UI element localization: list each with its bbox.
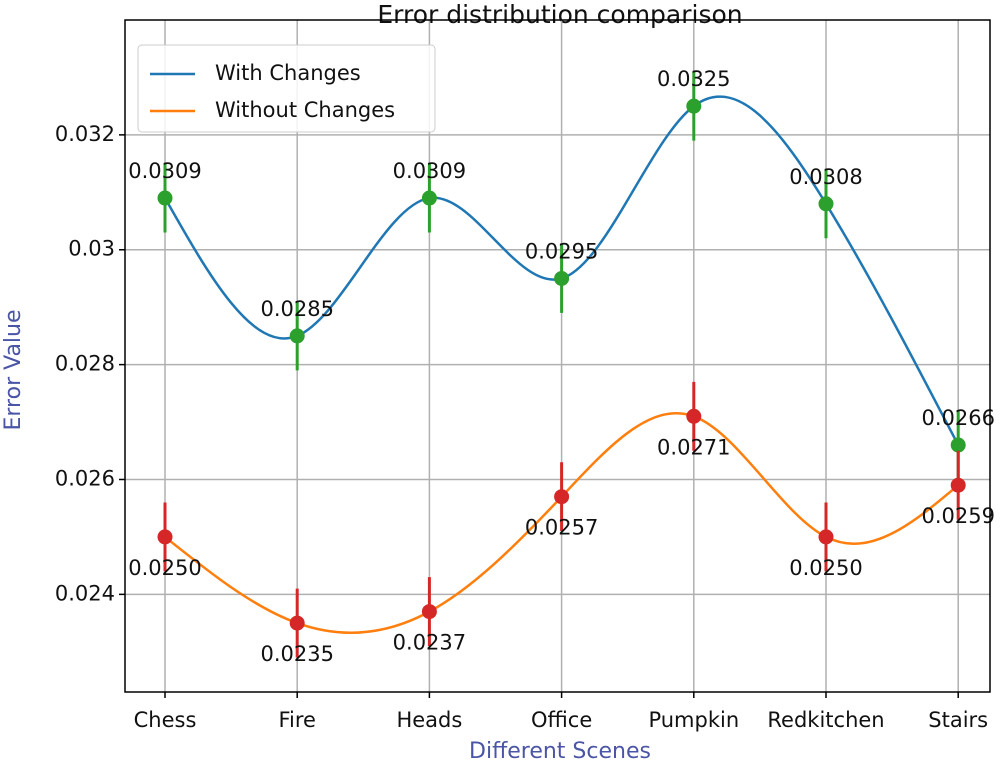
- chart-title: Error distribution comparison: [377, 0, 742, 29]
- marker: [950, 477, 966, 493]
- x-tick-label: Office: [531, 708, 592, 732]
- x-axis-label: Different Scenes: [469, 739, 651, 764]
- legend-label: With Changes: [215, 61, 361, 85]
- data-label: 0.0325: [657, 67, 730, 91]
- data-label: 0.0295: [525, 239, 598, 263]
- marker: [818, 196, 834, 212]
- marker: [421, 604, 437, 620]
- marker: [157, 529, 173, 545]
- marker: [157, 190, 173, 206]
- y-tick-label: 0.026: [55, 466, 115, 490]
- data-label: 0.0285: [260, 297, 333, 321]
- data-label: 0.0271: [657, 435, 730, 459]
- legend-box: [137, 44, 436, 133]
- data-label: 0.0257: [525, 516, 598, 540]
- marker: [950, 437, 966, 453]
- data-label: 0.0266: [921, 406, 994, 430]
- y-axis-label: Error Value: [1, 309, 26, 430]
- marker: [686, 408, 702, 424]
- marker: [554, 489, 570, 505]
- x-tick-label: Redkitchen: [767, 708, 884, 732]
- data-label: 0.0309: [128, 159, 201, 183]
- marker: [554, 270, 570, 286]
- plot-frame: [124, 19, 991, 693]
- marker: [421, 190, 437, 206]
- y-tick-label: 0.032: [55, 122, 115, 146]
- x-tick-label: Fire: [278, 708, 315, 732]
- data-label: 0.0308: [789, 165, 862, 189]
- marker: [289, 615, 305, 631]
- marker: [289, 328, 305, 344]
- y-tick-label: 0.028: [55, 352, 115, 376]
- legend-label: Without Changes: [215, 98, 395, 122]
- x-tick-label: Chess: [134, 708, 197, 732]
- data-label: 0.0235: [260, 642, 333, 666]
- data-label: 0.0237: [393, 631, 466, 655]
- data-label: 0.0259: [921, 504, 994, 528]
- y-tick-label: 0.03: [68, 237, 115, 261]
- marker: [686, 98, 702, 114]
- data-label: 0.0309: [393, 159, 466, 183]
- x-tick-label: Heads: [396, 708, 462, 732]
- y-tick-label: 0.024: [55, 581, 115, 605]
- data-label: 0.0250: [128, 556, 201, 580]
- data-label: 0.0250: [789, 556, 862, 580]
- x-tick-label: Stairs: [928, 708, 988, 732]
- x-tick-label: Pumpkin: [648, 708, 739, 732]
- marker: [818, 529, 834, 545]
